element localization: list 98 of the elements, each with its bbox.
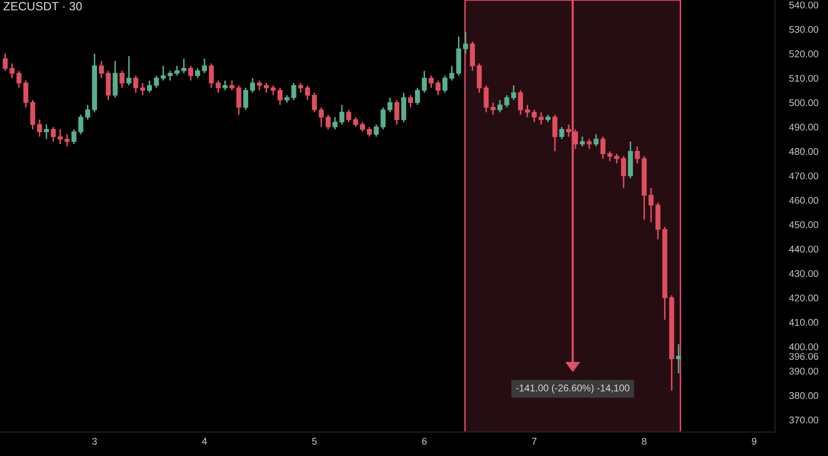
- candlestick: [256, 80, 262, 92]
- candlestick: [428, 74, 434, 89]
- candlestick: [436, 80, 441, 96]
- y-tick-label: 450.00: [789, 221, 818, 228]
- y-tick-label: 410.00: [789, 318, 818, 326]
- candlestick: [326, 114, 331, 130]
- candlestick: [112, 60, 118, 98]
- candlestick: [414, 87, 420, 106]
- candlestick: [676, 343, 682, 374]
- y-tick-label: 390.00: [789, 368, 818, 375]
- candlestick: [195, 68, 200, 79]
- candlestick: [318, 106, 324, 128]
- candlestick: [202, 58, 207, 74]
- candlestick: [559, 126, 564, 140]
- candlestick: [518, 90, 523, 116]
- candlestick: [332, 116, 338, 130]
- candlestick: [497, 99, 502, 113]
- candlestick: [586, 138, 592, 150]
- candlestick: [120, 70, 124, 89]
- y-tick-label: 400.00: [789, 343, 818, 350]
- candlestick: [243, 87, 248, 111]
- candlestick: [298, 82, 304, 94]
- candlestick: [10, 62, 15, 79]
- x-tick-label: 7: [532, 438, 536, 445]
- candlestick: [524, 104, 530, 118]
- candlestick: [106, 70, 111, 101]
- candlestick: [408, 94, 414, 108]
- candlestick: [380, 106, 386, 130]
- candlestick: [490, 102, 496, 116]
- y-tick-label: 396.06: [789, 352, 818, 360]
- candlestick: [401, 92, 406, 123]
- y-tick-label: 510.00: [789, 74, 818, 82]
- x-tick-label: 8: [642, 438, 646, 445]
- candlestick: [339, 104, 344, 126]
- y-tick-label: 520.00: [789, 50, 818, 58]
- y-tick-label: 470.00: [789, 172, 818, 180]
- candlestick: [154, 74, 159, 89]
- candlestick: [573, 128, 578, 150]
- candlestick: [470, 40, 475, 72]
- candlestick: [37, 118, 42, 138]
- candlestick: [168, 70, 173, 82]
- candlestick: [181, 58, 186, 74]
- candlestick: [552, 114, 558, 152]
- candlestick: [346, 109, 352, 123]
- candlestick: [160, 65, 166, 82]
- candlestick: [64, 134, 70, 148]
- candlestick: [538, 112, 544, 126]
- candlestick: [463, 31, 468, 54]
- y-tick-label: 370.00: [789, 416, 818, 424]
- y-tick-label: 540.00: [789, 2, 818, 8]
- candlestick: [98, 60, 104, 79]
- annotation: -141.00 (-26.60%) -14,100: [516, 384, 630, 394]
- candlestick: [600, 136, 606, 160]
- candlestick: [2, 53, 8, 72]
- candlestick: [16, 70, 22, 89]
- y-tick-label: 440.00: [789, 246, 818, 253]
- y-tick-label: 530.00: [789, 26, 818, 33]
- candlestick: [229, 80, 234, 92]
- candlestick: [312, 92, 317, 113]
- candlestick: [422, 70, 427, 94]
- candlestick: [621, 156, 626, 189]
- candlestick: [71, 128, 76, 145]
- candlestick: [305, 84, 310, 101]
- candlestick: [532, 109, 537, 123]
- candlestick: [353, 116, 358, 128]
- candlestick: [394, 99, 400, 126]
- candlestick: [174, 65, 180, 76]
- candlestick: [360, 121, 365, 132]
- candlestick: [278, 87, 283, 106]
- candlestick: [126, 55, 132, 86]
- candlestick: [374, 124, 379, 138]
- candlestick: [594, 134, 599, 148]
- y-tick-label: 430.00: [789, 270, 818, 277]
- candlestick: [44, 124, 49, 140]
- y-tick-label: 500.00: [789, 99, 818, 106]
- candlestick: [648, 187, 654, 223]
- y-tick-label: 480.00: [789, 148, 818, 155]
- candlestick: [366, 126, 372, 138]
- x-tick-label: 6: [422, 438, 427, 445]
- chart-title: ZECUSDT · 30: [3, 2, 82, 10]
- x-tick-label: 9: [752, 438, 756, 445]
- candlestick: [250, 77, 256, 94]
- y-tick-label: 380.00: [789, 392, 818, 400]
- y-tick-label: 460.00: [789, 196, 818, 204]
- candlestick: [140, 82, 146, 96]
- candlestick: [147, 80, 152, 94]
- x-tick-label: 4: [202, 438, 207, 445]
- candlestick: [222, 80, 228, 92]
- y-tick-label: 490.00: [789, 124, 818, 131]
- candlestick: [291, 82, 296, 101]
- candlestick: [388, 96, 392, 113]
- candlestick: [236, 84, 242, 116]
- candlestick: [442, 74, 448, 94]
- y-tick-label: 420.00: [789, 294, 818, 302]
- candlestick: [188, 65, 194, 82]
- x-tick-label: 3: [92, 438, 97, 445]
- candlestick: [580, 136, 585, 148]
- x-tick-label: 5: [312, 438, 317, 445]
